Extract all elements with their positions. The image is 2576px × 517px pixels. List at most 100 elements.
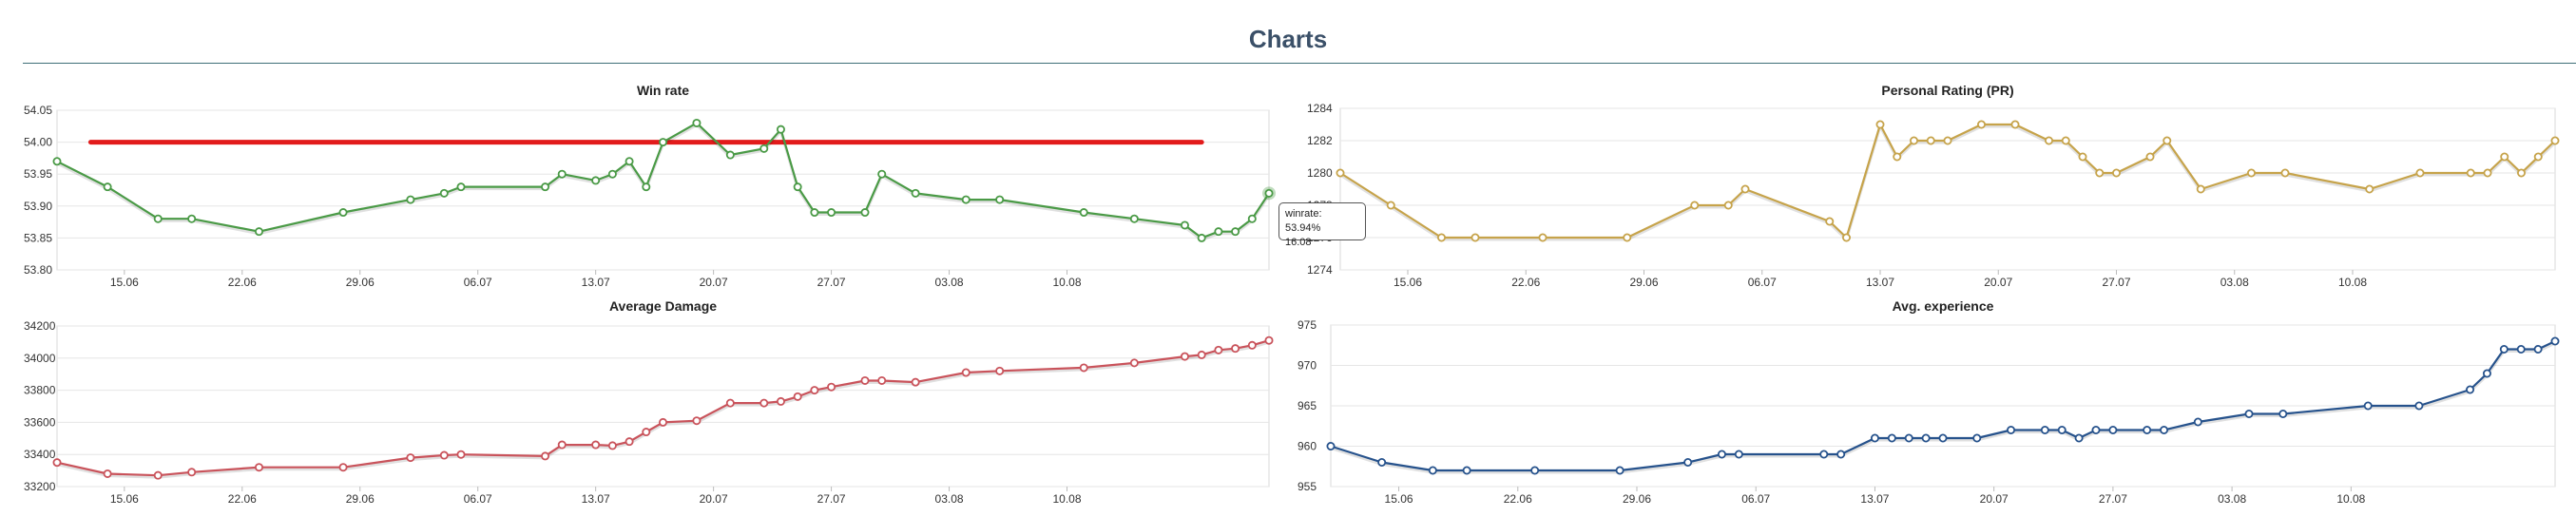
series-line [1330,340,2556,472]
data-point [961,368,971,377]
data-point [52,458,62,468]
x-tick-label: 03.08 [935,492,964,506]
data-point [1231,344,1240,354]
data-point [911,188,920,198]
data-point [827,208,836,218]
data-point [1836,450,1846,459]
data-point [2517,168,2527,178]
average-damage-chart: Average Damage 34200 34000 33800 33600 33400 3… [24,298,1274,506]
data-point [659,417,668,427]
data-point [2415,168,2425,178]
data-point [2278,410,2288,419]
y-tick-label: 1280 [1307,166,1333,180]
data-point [2244,410,2254,419]
data-point [2247,168,2257,178]
chart-title: Personal Rating (PR) [1881,83,2013,98]
x-tick-label: 20.07 [700,492,728,506]
y-tick-label: 1274 [1307,263,1333,277]
x-tick-label: 22.06 [228,492,257,506]
x-tick-label: 06.07 [464,276,492,289]
data-point [1690,201,1700,210]
x-tick-label: 27.07 [2102,276,2130,289]
data-point [338,208,348,218]
x-tick-label: 13.07 [1866,276,1894,289]
data-point [1825,217,1835,226]
data-point [642,182,651,192]
data-point [187,214,197,223]
x-tick-label: 20.07 [1984,276,2012,289]
data-point [1231,227,1240,237]
data-point [2040,425,2049,434]
data-point [810,386,819,395]
data-point [591,440,601,450]
data-point [877,169,887,179]
data-point [1197,350,1206,359]
data-point [2466,168,2475,178]
data-point [1943,136,1952,145]
data-point [776,396,785,406]
x-tick-label: 06.07 [464,492,492,506]
data-point [1180,352,1189,361]
tooltip-value: winrate: 53.94% [1285,208,1322,234]
title-divider [23,63,2576,64]
data-point [860,208,870,218]
data-point [456,182,466,192]
data-point [1615,466,1624,475]
data-point [2466,385,2475,394]
data-point [1247,214,1257,223]
data-point [1893,152,1902,162]
data-point [2193,417,2202,427]
data-point [2550,336,2560,346]
data-point [103,469,112,478]
data-point [1264,188,1274,198]
data-point [1819,450,1829,459]
data-point [1910,136,1919,145]
data-point [607,169,617,179]
data-point [557,169,567,179]
data-point [2516,345,2526,354]
data-point [1129,358,1139,368]
data-point [692,118,702,127]
x-tick-label: 06.07 [1741,492,1770,506]
y-tick-label: 33200 [24,480,56,493]
x-tick-label: 27.07 [817,492,846,506]
data-point [725,398,735,408]
data-point [103,182,112,192]
series-line [1339,123,2556,239]
data-point [2108,425,2118,434]
data-point [1938,433,1948,443]
data-point [2061,136,2070,145]
data-point [961,195,971,204]
data-point [254,463,263,472]
data-point [1740,184,1750,194]
x-tick-label: 10.08 [1052,276,1081,289]
data-point [2007,425,2016,434]
plot-area [56,325,1270,488]
data-point [995,366,1005,375]
tooltip-date: 16.08 [1285,237,1312,248]
x-tick-label: 10.08 [1052,492,1081,506]
win-rate-chart: Win rate 54.05 54.00 53.95 53.90 53.85 53.80 15… [24,83,1276,289]
data-point [338,463,348,472]
data-point [1462,466,1471,475]
data-point [659,138,668,147]
data-point [1180,220,1189,230]
data-point [2091,425,2101,434]
data-point [692,416,702,426]
chart-tooltip: winrate: 53.94% 16.08 [1278,202,1366,248]
data-point [1336,168,1345,178]
data-point [642,428,651,437]
y-tick-label: 53.95 [24,167,52,181]
y-tick-label: 960 [1298,440,1317,453]
personal-rating-chart: Personal Rating (PR)12841282128012781276… [1307,83,2560,289]
x-tick-label: 15.06 [1394,276,1422,289]
data-point [2057,425,2067,434]
data-point [1734,450,1743,459]
data-point [793,182,802,192]
x-tick-label: 15.06 [110,492,139,506]
data-point [52,157,62,166]
y-tick-label: 33600 [24,415,56,429]
x-tick-label: 03.08 [935,276,964,289]
data-point [725,150,735,160]
x-tick-label: 03.08 [2218,492,2246,506]
